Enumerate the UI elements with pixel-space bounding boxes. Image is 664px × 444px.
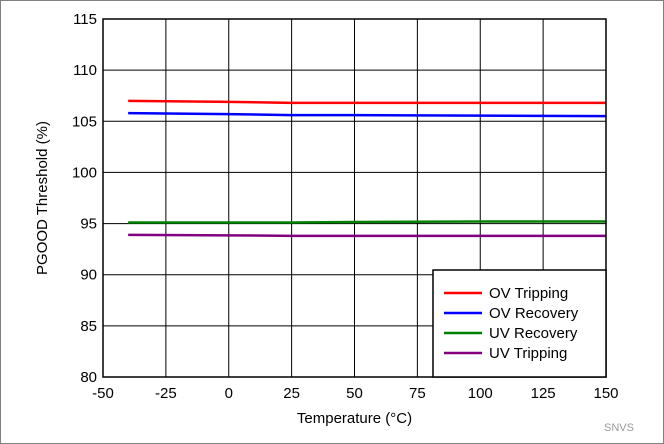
x-tick-label: 25 [283, 385, 300, 402]
legend-label-ov-recovery: OV Recovery [489, 305, 579, 322]
y-tick-label: 90 [80, 267, 97, 284]
plot-border [102, 18, 607, 378]
series-line-uv-recovery [128, 220, 606, 224]
legend: OV Tripping OV Recovery UV Recovery UV Trip… [432, 269, 607, 378]
series-line-ov-tripping [128, 99, 606, 105]
legend-box [432, 269, 607, 378]
y-tick-label: 105 [72, 113, 97, 130]
x-tick-label: -50 [92, 385, 114, 402]
x-tick-label: 50 [346, 385, 363, 402]
x-tick-label: 0 [225, 385, 233, 402]
legend-label-uv-tripping: UV Tripping [489, 345, 567, 362]
x-tick-label: 125 [531, 385, 556, 402]
series-line-uv-tripping [128, 233, 606, 238]
y-axis-title: PGOOD Threshold (%) [34, 121, 51, 275]
x-tick-label: 75 [409, 385, 426, 402]
y-tick-label: 110 [73, 62, 97, 79]
y-tick-label: 85 [80, 318, 97, 335]
x-tick-label: 150 [593, 385, 618, 402]
y-tick-labels: 80 85 90 95 100 105 110 115 [72, 11, 97, 386]
series-line-ov-recovery [128, 111, 607, 118]
x-axis-title: Temperature (°C) [297, 410, 412, 427]
legend-label-uv-recovery: UV Recovery [489, 325, 578, 342]
series-layer [128, 99, 607, 238]
watermark-text: SNVS [604, 422, 634, 434]
x-tick-labels: -50 -25 0 25 50 75 100 125 150 [92, 385, 618, 402]
legend-label-ov-tripping: OV Tripping [489, 285, 568, 302]
y-tick-label: 100 [72, 164, 97, 181]
y-tick-label: 115 [73, 11, 97, 28]
x-tick-label: -25 [155, 385, 177, 402]
y-tick-label: 95 [80, 216, 97, 233]
x-tick-label: 100 [468, 385, 493, 402]
y-tick-label: 80 [80, 369, 97, 386]
